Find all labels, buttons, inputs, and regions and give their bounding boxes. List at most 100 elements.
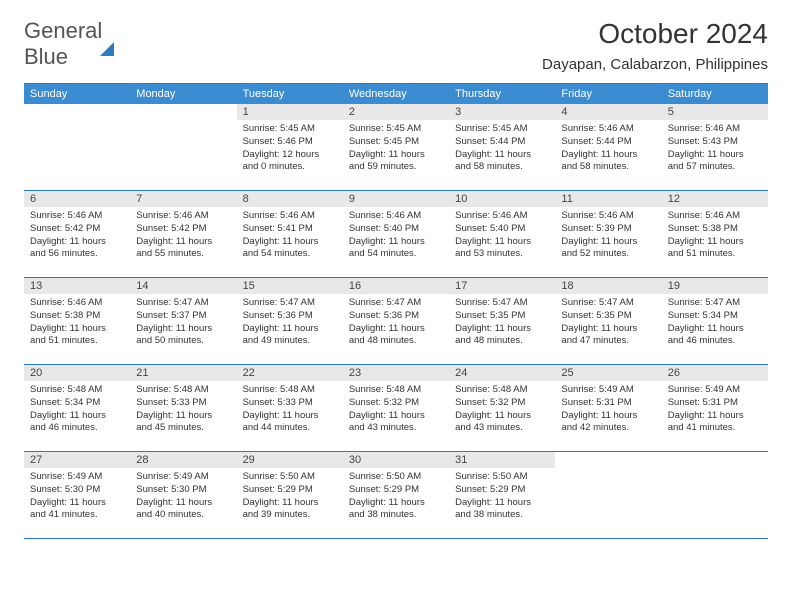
day-cell: 30Sunrise: 5:50 AMSunset: 5:29 PMDayligh… <box>343 452 449 538</box>
day-number: 15 <box>237 278 343 294</box>
week-row: 1Sunrise: 5:45 AMSunset: 5:46 PMDaylight… <box>24 104 768 191</box>
day-cell: 7Sunrise: 5:46 AMSunset: 5:42 PMDaylight… <box>130 191 236 277</box>
daylight-text: Daylight: 11 hours and 53 minutes. <box>455 236 549 262</box>
sunrise-text: Sunrise: 5:50 AM <box>243 471 337 484</box>
sunset-text: Sunset: 5:38 PM <box>668 223 762 236</box>
sunset-text: Sunset: 5:31 PM <box>668 397 762 410</box>
day-number: 23 <box>343 365 449 381</box>
daylight-text: Daylight: 11 hours and 56 minutes. <box>30 236 124 262</box>
day-number: 8 <box>237 191 343 207</box>
day-body: Sunrise: 5:49 AMSunset: 5:31 PMDaylight:… <box>555 381 661 439</box>
day-body: Sunrise: 5:46 AMSunset: 5:44 PMDaylight:… <box>555 120 661 178</box>
week-row: 20Sunrise: 5:48 AMSunset: 5:34 PMDayligh… <box>24 365 768 452</box>
day-number: 31 <box>449 452 555 468</box>
day-body: Sunrise: 5:48 AMSunset: 5:33 PMDaylight:… <box>237 381 343 439</box>
daylight-text: Daylight: 12 hours and 0 minutes. <box>243 149 337 175</box>
daylight-text: Daylight: 11 hours and 51 minutes. <box>668 236 762 262</box>
weekday-monday: Monday <box>130 84 236 104</box>
sunset-text: Sunset: 5:29 PM <box>349 484 443 497</box>
day-body: Sunrise: 5:48 AMSunset: 5:32 PMDaylight:… <box>449 381 555 439</box>
daylight-text: Daylight: 11 hours and 58 minutes. <box>561 149 655 175</box>
day-number: 6 <box>24 191 130 207</box>
day-cell: 21Sunrise: 5:48 AMSunset: 5:33 PMDayligh… <box>130 365 236 451</box>
week-row: 27Sunrise: 5:49 AMSunset: 5:30 PMDayligh… <box>24 452 768 539</box>
day-number: 24 <box>449 365 555 381</box>
sunrise-text: Sunrise: 5:49 AM <box>561 384 655 397</box>
sunset-text: Sunset: 5:34 PM <box>668 310 762 323</box>
daylight-text: Daylight: 11 hours and 46 minutes. <box>668 323 762 349</box>
day-cell: 11Sunrise: 5:46 AMSunset: 5:39 PMDayligh… <box>555 191 661 277</box>
weekday-wednesday: Wednesday <box>343 84 449 104</box>
daylight-text: Daylight: 11 hours and 43 minutes. <box>349 410 443 436</box>
day-cell: 23Sunrise: 5:48 AMSunset: 5:32 PMDayligh… <box>343 365 449 451</box>
day-cell: 22Sunrise: 5:48 AMSunset: 5:33 PMDayligh… <box>237 365 343 451</box>
day-cell: 29Sunrise: 5:50 AMSunset: 5:29 PMDayligh… <box>237 452 343 538</box>
day-cell: 31Sunrise: 5:50 AMSunset: 5:29 PMDayligh… <box>449 452 555 538</box>
daylight-text: Daylight: 11 hours and 40 minutes. <box>136 497 230 523</box>
daylight-text: Daylight: 11 hours and 55 minutes. <box>136 236 230 262</box>
sunset-text: Sunset: 5:44 PM <box>455 136 549 149</box>
day-body: Sunrise: 5:46 AMSunset: 5:40 PMDaylight:… <box>449 207 555 265</box>
weekday-saturday: Saturday <box>662 84 768 104</box>
logo-word1: General <box>24 18 102 43</box>
sunset-text: Sunset: 5:46 PM <box>243 136 337 149</box>
daylight-text: Daylight: 11 hours and 50 minutes. <box>136 323 230 349</box>
day-body: Sunrise: 5:45 AMSunset: 5:46 PMDaylight:… <box>237 120 343 178</box>
day-cell <box>130 104 236 190</box>
daylight-text: Daylight: 11 hours and 47 minutes. <box>561 323 655 349</box>
day-number: 25 <box>555 365 661 381</box>
day-number: 11 <box>555 191 661 207</box>
calendar: Sunday Monday Tuesday Wednesday Thursday… <box>24 83 768 539</box>
day-body: Sunrise: 5:48 AMSunset: 5:34 PMDaylight:… <box>24 381 130 439</box>
day-number: 29 <box>237 452 343 468</box>
sunrise-text: Sunrise: 5:48 AM <box>349 384 443 397</box>
day-number <box>130 104 236 108</box>
week-row: 13Sunrise: 5:46 AMSunset: 5:38 PMDayligh… <box>24 278 768 365</box>
sunrise-text: Sunrise: 5:46 AM <box>561 123 655 136</box>
day-cell: 12Sunrise: 5:46 AMSunset: 5:38 PMDayligh… <box>662 191 768 277</box>
daylight-text: Daylight: 11 hours and 43 minutes. <box>455 410 549 436</box>
day-body: Sunrise: 5:46 AMSunset: 5:38 PMDaylight:… <box>24 294 130 352</box>
daylight-text: Daylight: 11 hours and 42 minutes. <box>561 410 655 436</box>
day-cell <box>24 104 130 190</box>
weeks-container: 1Sunrise: 5:45 AMSunset: 5:46 PMDaylight… <box>24 104 768 539</box>
logo-text: General Blue <box>24 18 114 70</box>
day-number: 19 <box>662 278 768 294</box>
sunset-text: Sunset: 5:33 PM <box>243 397 337 410</box>
sunset-text: Sunset: 5:31 PM <box>561 397 655 410</box>
day-cell: 8Sunrise: 5:46 AMSunset: 5:41 PMDaylight… <box>237 191 343 277</box>
day-body: Sunrise: 5:48 AMSunset: 5:32 PMDaylight:… <box>343 381 449 439</box>
sunrise-text: Sunrise: 5:46 AM <box>30 297 124 310</box>
day-number: 26 <box>662 365 768 381</box>
sunrise-text: Sunrise: 5:47 AM <box>136 297 230 310</box>
day-number: 17 <box>449 278 555 294</box>
daylight-text: Daylight: 11 hours and 48 minutes. <box>455 323 549 349</box>
daylight-text: Daylight: 11 hours and 41 minutes. <box>30 497 124 523</box>
sunrise-text: Sunrise: 5:45 AM <box>243 123 337 136</box>
day-number <box>555 452 661 456</box>
day-number: 13 <box>24 278 130 294</box>
day-cell: 9Sunrise: 5:46 AMSunset: 5:40 PMDaylight… <box>343 191 449 277</box>
day-body: Sunrise: 5:47 AMSunset: 5:34 PMDaylight:… <box>662 294 768 352</box>
sunset-text: Sunset: 5:29 PM <box>455 484 549 497</box>
day-cell: 4Sunrise: 5:46 AMSunset: 5:44 PMDaylight… <box>555 104 661 190</box>
sunrise-text: Sunrise: 5:50 AM <box>349 471 443 484</box>
day-body: Sunrise: 5:48 AMSunset: 5:33 PMDaylight:… <box>130 381 236 439</box>
sunset-text: Sunset: 5:36 PM <box>349 310 443 323</box>
day-body: Sunrise: 5:46 AMSunset: 5:39 PMDaylight:… <box>555 207 661 265</box>
day-number: 1 <box>237 104 343 120</box>
day-body: Sunrise: 5:46 AMSunset: 5:43 PMDaylight:… <box>662 120 768 178</box>
day-number: 7 <box>130 191 236 207</box>
header: General Blue October 2024 Dayapan, Calab… <box>24 18 768 73</box>
sunset-text: Sunset: 5:42 PM <box>30 223 124 236</box>
day-body: Sunrise: 5:47 AMSunset: 5:35 PMDaylight:… <box>555 294 661 352</box>
day-body: Sunrise: 5:47 AMSunset: 5:35 PMDaylight:… <box>449 294 555 352</box>
daylight-text: Daylight: 11 hours and 46 minutes. <box>30 410 124 436</box>
weekday-tuesday: Tuesday <box>237 84 343 104</box>
day-cell <box>555 452 661 538</box>
day-body: Sunrise: 5:46 AMSunset: 5:38 PMDaylight:… <box>662 207 768 265</box>
day-cell: 25Sunrise: 5:49 AMSunset: 5:31 PMDayligh… <box>555 365 661 451</box>
sunset-text: Sunset: 5:45 PM <box>349 136 443 149</box>
day-number: 18 <box>555 278 661 294</box>
day-body: Sunrise: 5:45 AMSunset: 5:44 PMDaylight:… <box>449 120 555 178</box>
